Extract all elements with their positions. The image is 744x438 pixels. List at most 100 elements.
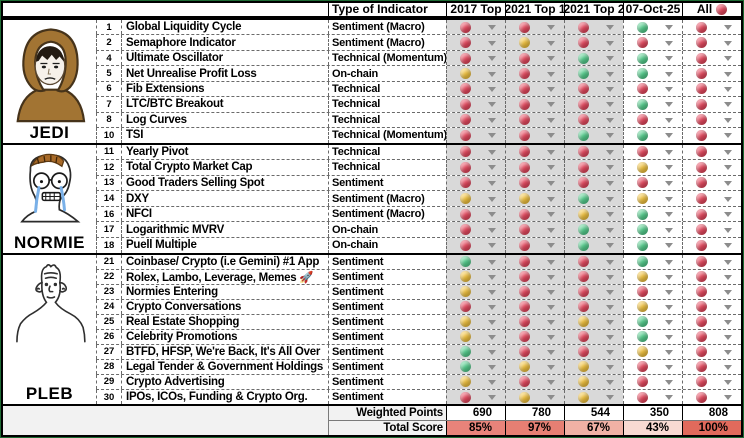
status-dropdown-cell[interactable] xyxy=(564,35,623,50)
dropdown-arrow-icon[interactable] xyxy=(724,180,732,186)
dropdown-arrow-icon[interactable] xyxy=(606,289,614,295)
status-dropdown-cell[interactable] xyxy=(446,344,505,359)
status-dropdown-cell[interactable] xyxy=(682,390,741,405)
status-dropdown-cell[interactable] xyxy=(623,112,682,128)
dropdown-arrow-icon[interactable] xyxy=(665,117,673,123)
status-dropdown-cell[interactable] xyxy=(505,20,564,35)
dropdown-arrow-icon[interactable] xyxy=(665,349,673,355)
dropdown-arrow-icon[interactable] xyxy=(724,349,732,355)
status-dropdown-cell[interactable] xyxy=(446,222,505,237)
status-dropdown-cell[interactable] xyxy=(623,81,682,97)
status-dropdown-cell[interactable] xyxy=(682,112,741,128)
dropdown-arrow-icon[interactable] xyxy=(488,102,496,108)
status-dropdown-cell[interactable] xyxy=(564,254,623,269)
dropdown-arrow-icon[interactable] xyxy=(488,71,496,77)
status-dropdown-cell[interactable] xyxy=(446,50,505,66)
status-dropdown-cell[interactable] xyxy=(623,344,682,359)
dropdown-arrow-icon[interactable] xyxy=(547,212,555,218)
dropdown-arrow-icon[interactable] xyxy=(724,227,732,233)
status-dropdown-cell[interactable] xyxy=(623,269,682,284)
status-dropdown-cell[interactable] xyxy=(505,112,564,128)
dropdown-arrow-icon[interactable] xyxy=(665,259,673,265)
status-dropdown-cell[interactable] xyxy=(505,284,564,299)
status-dropdown-cell[interactable] xyxy=(623,237,682,253)
status-dropdown-cell[interactable] xyxy=(623,66,682,81)
dropdown-arrow-icon[interactable] xyxy=(488,212,496,218)
dropdown-arrow-icon[interactable] xyxy=(724,133,732,139)
status-dropdown-cell[interactable] xyxy=(682,359,741,374)
dropdown-arrow-icon[interactable] xyxy=(547,395,555,401)
dropdown-arrow-icon[interactable] xyxy=(488,319,496,325)
dropdown-arrow-icon[interactable] xyxy=(665,102,673,108)
dropdown-arrow-icon[interactable] xyxy=(488,86,496,92)
status-dropdown-cell[interactable] xyxy=(623,314,682,329)
status-dropdown-cell[interactable] xyxy=(682,175,741,191)
status-dropdown-cell[interactable] xyxy=(505,237,564,253)
status-dropdown-cell[interactable] xyxy=(505,329,564,344)
status-dropdown-cell[interactable] xyxy=(564,144,623,160)
dropdown-arrow-icon[interactable] xyxy=(606,319,614,325)
dropdown-arrow-icon[interactable] xyxy=(488,180,496,186)
dropdown-arrow-icon[interactable] xyxy=(724,289,732,295)
dropdown-arrow-icon[interactable] xyxy=(488,117,496,123)
dropdown-arrow-icon[interactable] xyxy=(606,349,614,355)
status-dropdown-cell[interactable] xyxy=(505,314,564,329)
dropdown-arrow-icon[interactable] xyxy=(606,25,614,31)
status-dropdown-cell[interactable] xyxy=(564,97,623,112)
status-dropdown-cell[interactable] xyxy=(623,160,682,175)
dropdown-arrow-icon[interactable] xyxy=(606,304,614,310)
dropdown-arrow-icon[interactable] xyxy=(724,40,732,46)
status-dropdown-cell[interactable] xyxy=(505,206,564,222)
dropdown-arrow-icon[interactable] xyxy=(488,56,496,62)
status-dropdown-cell[interactable] xyxy=(505,97,564,112)
status-dropdown-cell[interactable] xyxy=(682,284,741,299)
status-dropdown-cell[interactable] xyxy=(623,284,682,299)
dropdown-arrow-icon[interactable] xyxy=(488,196,496,202)
status-dropdown-cell[interactable] xyxy=(446,66,505,81)
dropdown-arrow-icon[interactable] xyxy=(606,259,614,265)
dropdown-arrow-icon[interactable] xyxy=(547,227,555,233)
dropdown-arrow-icon[interactable] xyxy=(665,165,673,171)
status-dropdown-cell[interactable] xyxy=(564,112,623,128)
status-dropdown-cell[interactable] xyxy=(446,175,505,191)
status-dropdown-cell[interactable] xyxy=(623,97,682,112)
dropdown-arrow-icon[interactable] xyxy=(547,289,555,295)
dropdown-arrow-icon[interactable] xyxy=(724,364,732,370)
status-dropdown-cell[interactable] xyxy=(564,269,623,284)
dropdown-arrow-icon[interactable] xyxy=(724,243,732,249)
dropdown-arrow-icon[interactable] xyxy=(606,196,614,202)
status-dropdown-cell[interactable] xyxy=(505,128,564,143)
dropdown-arrow-icon[interactable] xyxy=(488,133,496,139)
dropdown-arrow-icon[interactable] xyxy=(547,243,555,249)
dropdown-arrow-icon[interactable] xyxy=(488,395,496,401)
status-dropdown-cell[interactable] xyxy=(505,374,564,390)
status-dropdown-cell[interactable] xyxy=(505,160,564,175)
dropdown-arrow-icon[interactable] xyxy=(547,165,555,171)
dropdown-arrow-icon[interactable] xyxy=(606,86,614,92)
dropdown-arrow-icon[interactable] xyxy=(665,180,673,186)
status-dropdown-cell[interactable] xyxy=(505,254,564,269)
dropdown-arrow-icon[interactable] xyxy=(606,334,614,340)
status-dropdown-cell[interactable] xyxy=(505,390,564,405)
status-dropdown-cell[interactable] xyxy=(623,329,682,344)
status-dropdown-cell[interactable] xyxy=(682,374,741,390)
dropdown-arrow-icon[interactable] xyxy=(724,71,732,77)
status-dropdown-cell[interactable] xyxy=(505,191,564,206)
dropdown-arrow-icon[interactable] xyxy=(665,227,673,233)
status-dropdown-cell[interactable] xyxy=(564,329,623,344)
status-dropdown-cell[interactable] xyxy=(623,390,682,405)
status-dropdown-cell[interactable] xyxy=(623,359,682,374)
status-dropdown-cell[interactable] xyxy=(564,284,623,299)
dropdown-arrow-icon[interactable] xyxy=(724,304,732,310)
dropdown-arrow-icon[interactable] xyxy=(724,149,732,155)
status-dropdown-cell[interactable] xyxy=(446,97,505,112)
status-dropdown-cell[interactable] xyxy=(505,175,564,191)
dropdown-arrow-icon[interactable] xyxy=(606,133,614,139)
dropdown-arrow-icon[interactable] xyxy=(724,334,732,340)
status-dropdown-cell[interactable] xyxy=(682,222,741,237)
dropdown-arrow-icon[interactable] xyxy=(606,71,614,77)
dropdown-arrow-icon[interactable] xyxy=(724,395,732,401)
status-dropdown-cell[interactable] xyxy=(682,299,741,314)
dropdown-arrow-icon[interactable] xyxy=(606,243,614,249)
dropdown-arrow-icon[interactable] xyxy=(606,117,614,123)
